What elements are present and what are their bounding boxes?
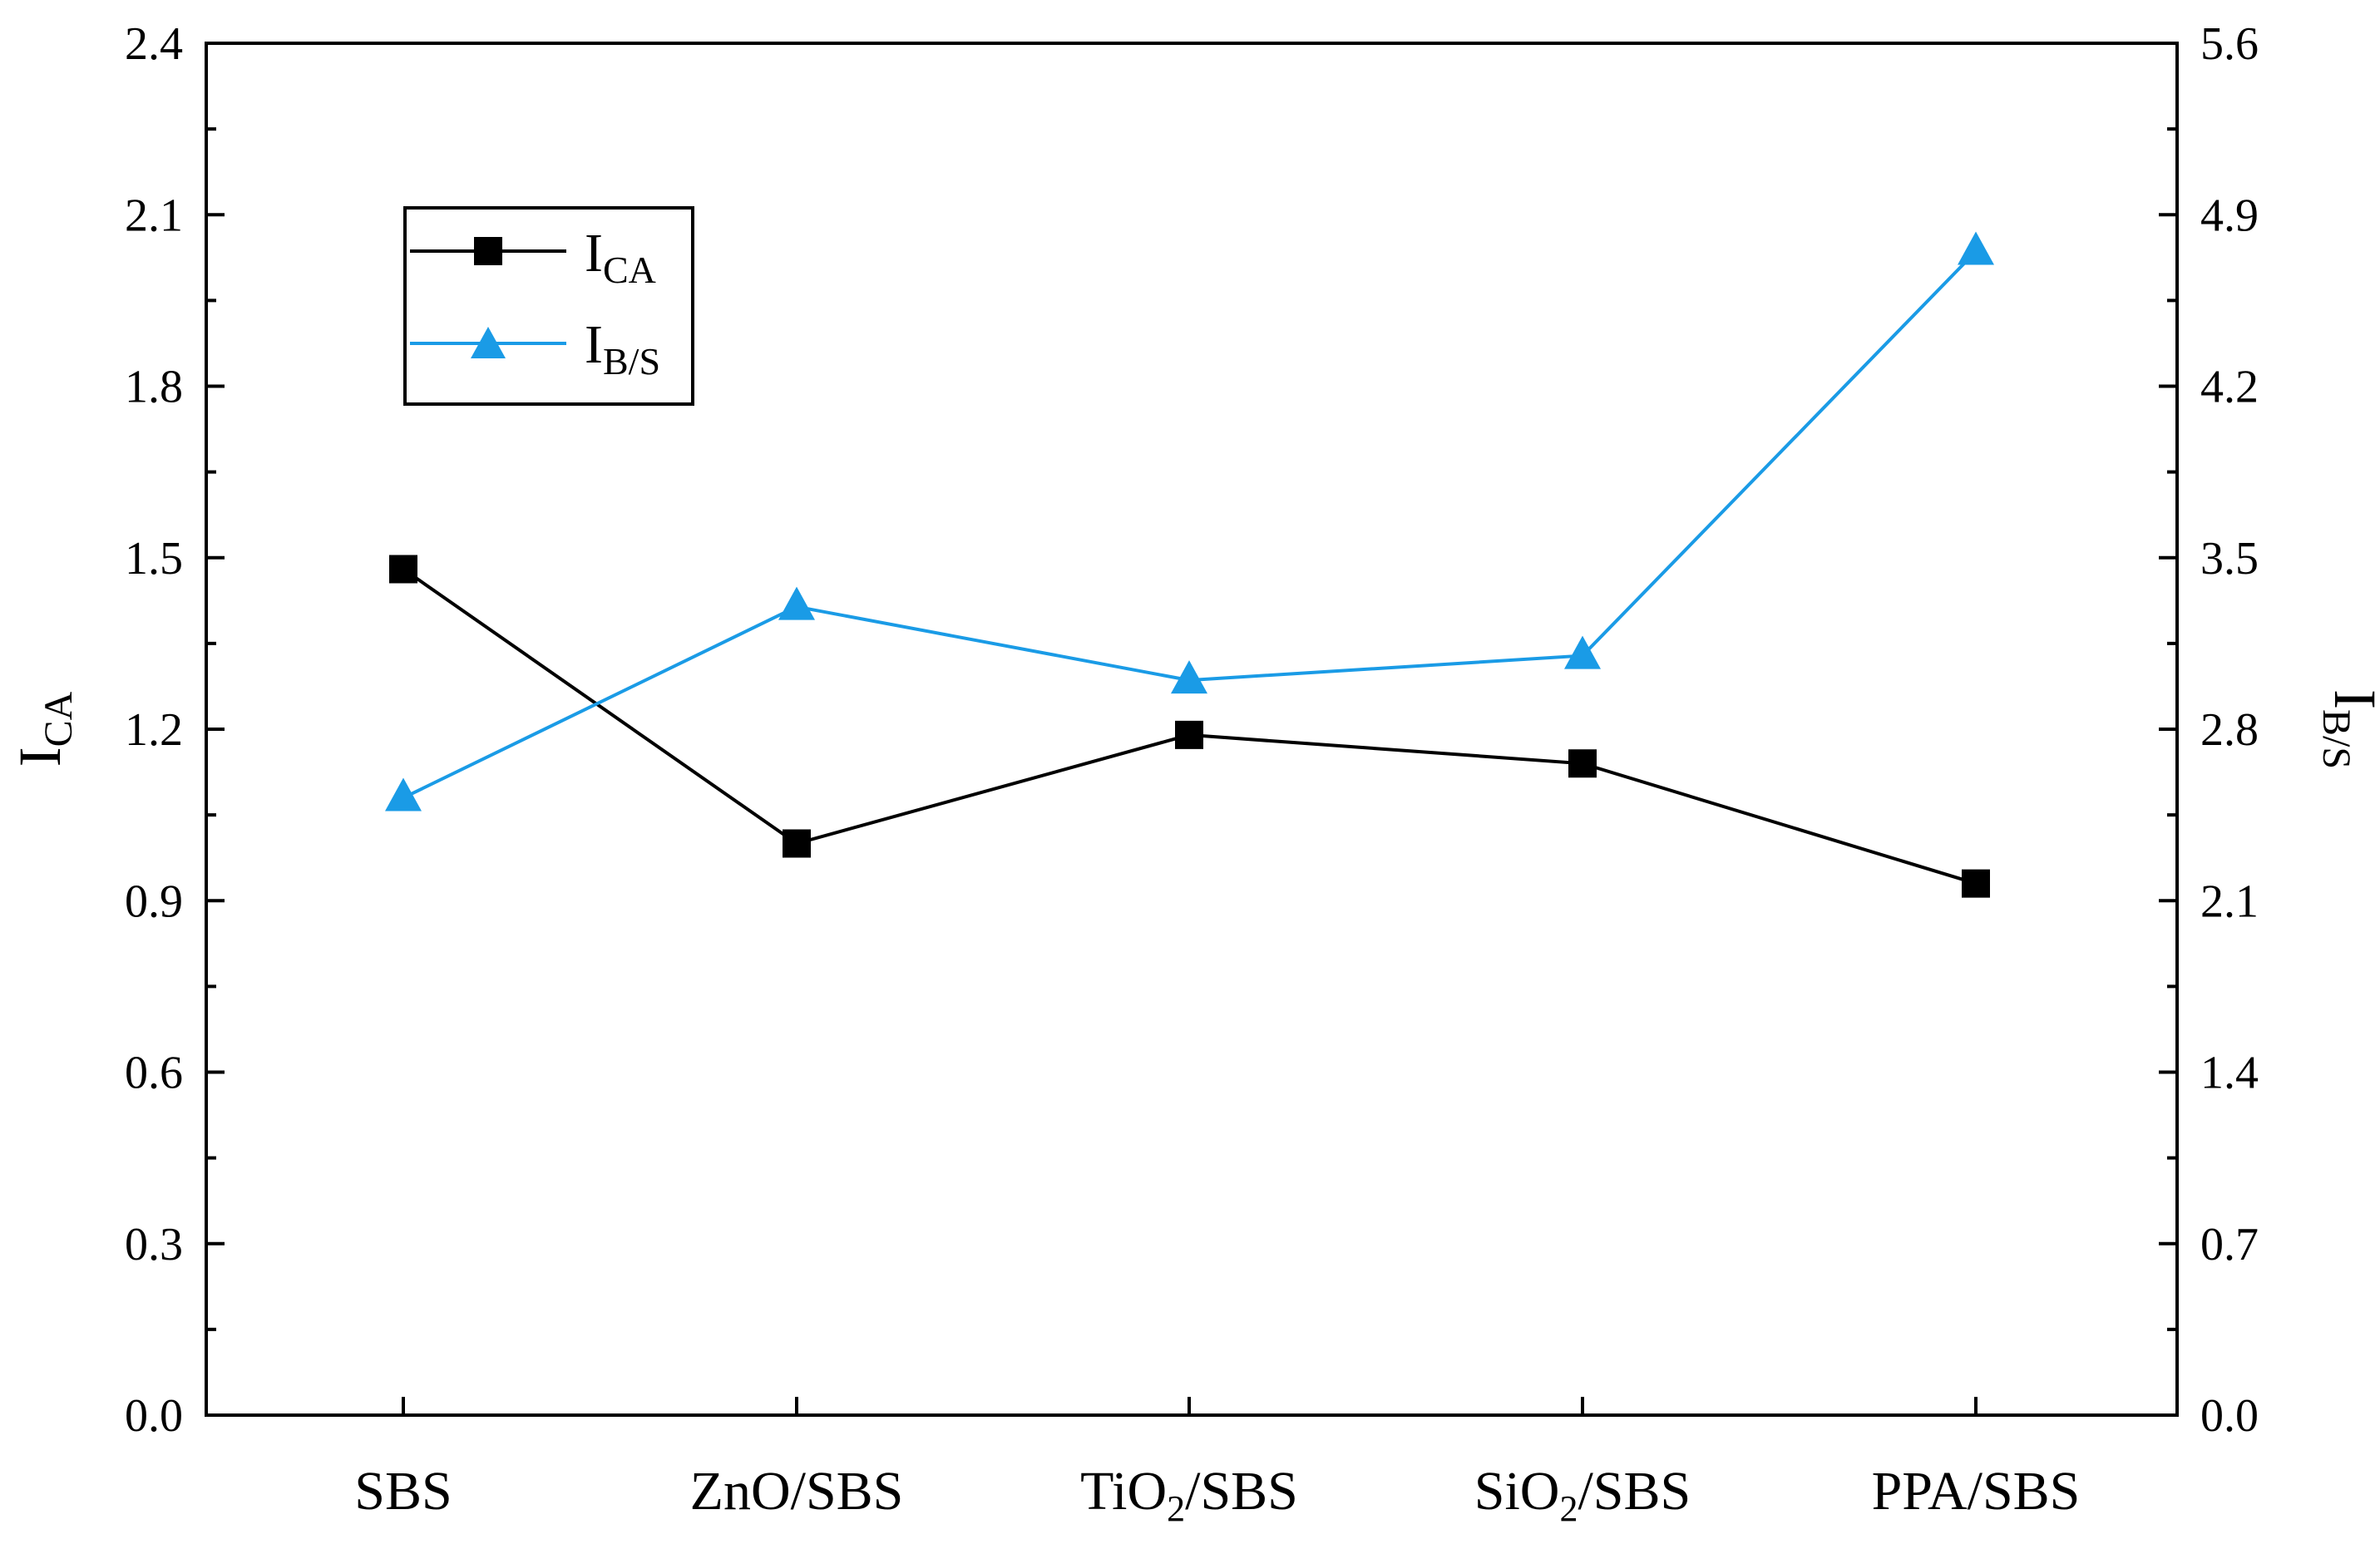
right-tick-label: 1.4 xyxy=(2200,1048,2259,1099)
right-axis: 0.0 0.7 1.4 2.1 2.8 3.5 4.2 4.9 5.6 xyxy=(2159,18,2259,1442)
left-tick-label: 2.4 xyxy=(125,18,183,70)
right-tick-label: 0.0 xyxy=(2200,1390,2259,1442)
ibs-point xyxy=(385,777,422,811)
x-label-main: ZnO/SBS xyxy=(690,1461,904,1522)
right-tick-label: 2.1 xyxy=(2200,876,2259,927)
right-axis-title: IB/S xyxy=(2314,689,2380,769)
ica-point xyxy=(783,829,811,858)
right-tick-label: 3.5 xyxy=(2200,533,2259,585)
legend-label-ica: ICA xyxy=(585,223,656,291)
right-tick-label: 0.7 xyxy=(2200,1219,2259,1270)
x-category-label: ZnO/SBS xyxy=(690,1461,904,1522)
legend-box xyxy=(403,206,694,406)
ibs-point xyxy=(1958,231,1994,265)
ica-point xyxy=(1962,869,1990,898)
right-tick-label: 2.8 xyxy=(2200,704,2259,756)
x-label-sub: 2 xyxy=(1167,1488,1185,1529)
right-tick-label: 5.6 xyxy=(2200,18,2259,70)
right-tick-label: 4.2 xyxy=(2200,362,2259,413)
left-tick-label: 1.2 xyxy=(125,704,183,756)
legend-ibs-sub: B/S xyxy=(603,340,660,382)
right-axis-title-main: I xyxy=(2322,689,2380,709)
right-tick-label: 4.9 xyxy=(2200,190,2259,241)
ibs-point xyxy=(778,586,815,620)
legend-marker-square xyxy=(474,237,502,265)
left-axis: 0.0 0.3 0.6 0.9 1.2 1.5 1.8 2.1 2.4 xyxy=(125,18,225,1442)
x-label-tail: /SBS xyxy=(1578,1461,1691,1522)
legend-ibs-main: I xyxy=(585,314,603,375)
x-category-label: SBS xyxy=(354,1461,452,1522)
left-axis-title: ICA xyxy=(7,691,81,767)
left-tick-label: 0.0 xyxy=(125,1390,183,1442)
left-axis-title-sub: CA xyxy=(37,691,81,747)
ica-point xyxy=(389,555,417,584)
legend: ICA IB/S xyxy=(403,206,694,406)
ica-point xyxy=(1568,749,1597,778)
ibs-point xyxy=(1564,635,1601,669)
x-label-main: SBS xyxy=(354,1461,452,1522)
left-tick-label: 0.6 xyxy=(125,1048,183,1099)
left-tick-label: 1.5 xyxy=(125,533,183,585)
legend-ica-main: I xyxy=(585,223,603,284)
x-axis: SBS ZnO/SBS TiO2/SBS SiO2/SBS PPA/SBS xyxy=(354,1397,2080,1529)
x-category-label: PPA/SBS xyxy=(1872,1461,2081,1522)
ica-point xyxy=(1175,720,1203,749)
x-label-main: PPA/SBS xyxy=(1872,1461,2081,1522)
legend-ica-sub: CA xyxy=(603,249,656,291)
series-layer xyxy=(385,231,1994,898)
x-label-tail: /SBS xyxy=(1185,1461,1298,1522)
right-axis-title-sub: B/S xyxy=(2314,709,2358,769)
left-tick-label: 0.9 xyxy=(125,876,183,927)
legend-marker-triangle xyxy=(471,327,506,358)
x-label-main: TiO xyxy=(1080,1461,1167,1522)
x-label-main: SiO xyxy=(1474,1461,1560,1522)
x-category-label: SiO2/SBS xyxy=(1474,1461,1691,1529)
legend-label-ibs: IB/S xyxy=(585,314,660,382)
x-category-label: TiO2/SBS xyxy=(1080,1461,1298,1529)
left-axis-title-main: I xyxy=(7,747,73,767)
left-tick-label: 2.1 xyxy=(125,190,183,241)
left-tick-label: 0.3 xyxy=(125,1219,183,1270)
ibs-point xyxy=(1171,660,1207,694)
left-tick-label: 1.8 xyxy=(125,362,183,413)
x-label-sub: 2 xyxy=(1559,1488,1578,1529)
